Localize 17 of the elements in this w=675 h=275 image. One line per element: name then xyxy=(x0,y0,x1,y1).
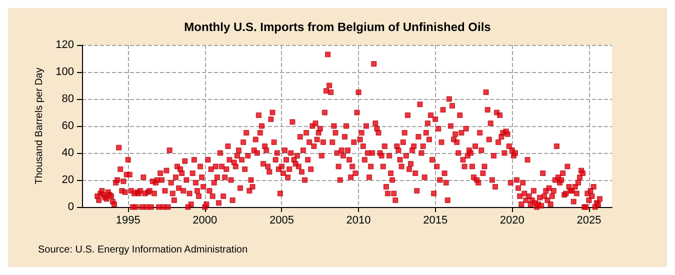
y-tick-label: 80 xyxy=(62,93,74,105)
source-note: Source: U.S. Energy Information Administration xyxy=(38,244,248,256)
x-tick-label: 2005 xyxy=(269,214,294,226)
y-tick-label: 0 xyxy=(68,201,74,213)
y-tick-label: 120 xyxy=(56,39,74,51)
x-tick-label: 2000 xyxy=(192,214,218,226)
y-tick-label: 40 xyxy=(62,147,74,159)
y-tick-label: 100 xyxy=(56,66,74,78)
y-axis-title: Thousand Barrels per Day xyxy=(34,68,46,184)
y-tick-label: 60 xyxy=(62,120,74,132)
x-tick-label: 2025 xyxy=(576,214,602,226)
x-tick-label: 2020 xyxy=(500,214,524,226)
x-tick-label: 2010 xyxy=(346,214,371,226)
x-tick-label: 1995 xyxy=(116,214,140,226)
x-tick-label: 2015 xyxy=(423,214,448,226)
chart-title: Monthly U.S. Imports from Belgium of Unfinished Oils xyxy=(184,20,492,34)
y-tick-label: 20 xyxy=(62,174,74,186)
